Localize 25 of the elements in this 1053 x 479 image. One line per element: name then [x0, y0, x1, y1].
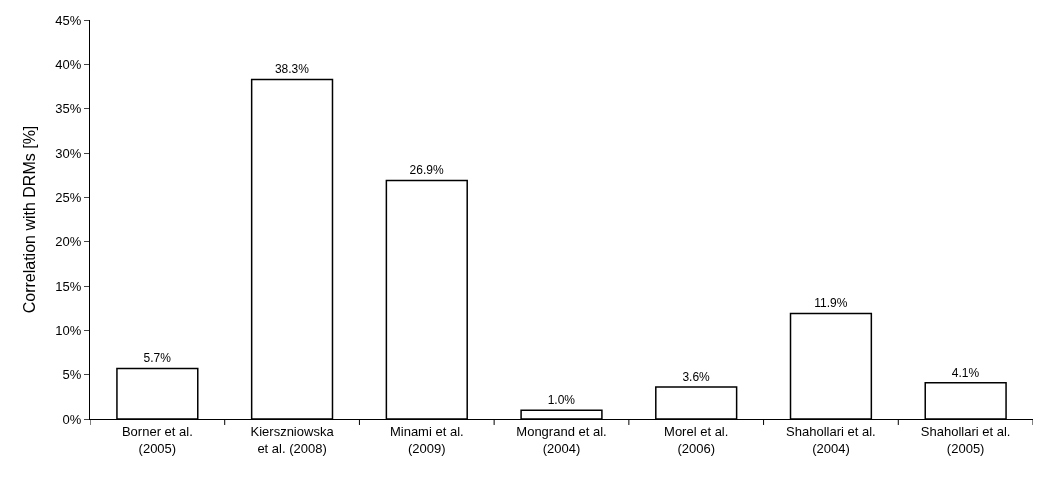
data-label: 26.9% [409, 163, 444, 178]
y-tick-label: 35% [55, 101, 82, 117]
data-label: 1.0% [547, 393, 576, 408]
y-tick-label: 30% [55, 145, 82, 161]
x-tick-label: Kierszniowska et al. (2008) [250, 423, 335, 456]
y-tick-label: 45% [55, 12, 82, 28]
y-tick-label: 25% [55, 189, 82, 205]
x-tick-label: Morel et al. (2006) [664, 423, 729, 456]
y-axis-title: Correlation with DRMs [%] [21, 125, 39, 314]
y-tick-label: 20% [55, 234, 82, 250]
data-label: 3.6% [682, 370, 711, 385]
data-label: 38.3% [274, 62, 310, 77]
data-label: 4.1% [951, 365, 980, 380]
x-tick-label: Mongrand et al. (2004) [516, 423, 607, 456]
data-label: 5.7% [143, 351, 172, 366]
y-tick-label: 0% [62, 411, 82, 427]
x-tick-label: Shahollari et al. (2005) [920, 423, 1011, 456]
x-tick-label: Minami et al. (2009) [389, 423, 464, 456]
y-tick-label: 10% [55, 322, 82, 338]
x-tick-label: Shahollari et al. (2004) [786, 423, 876, 456]
x-tick-label: Borner et al. (2005) [121, 423, 193, 456]
y-tick-label: 5% [62, 367, 82, 383]
y-tick-label: 40% [55, 56, 82, 72]
data-label: 11.9% [814, 296, 848, 311]
y-tick-label: 15% [55, 278, 82, 294]
